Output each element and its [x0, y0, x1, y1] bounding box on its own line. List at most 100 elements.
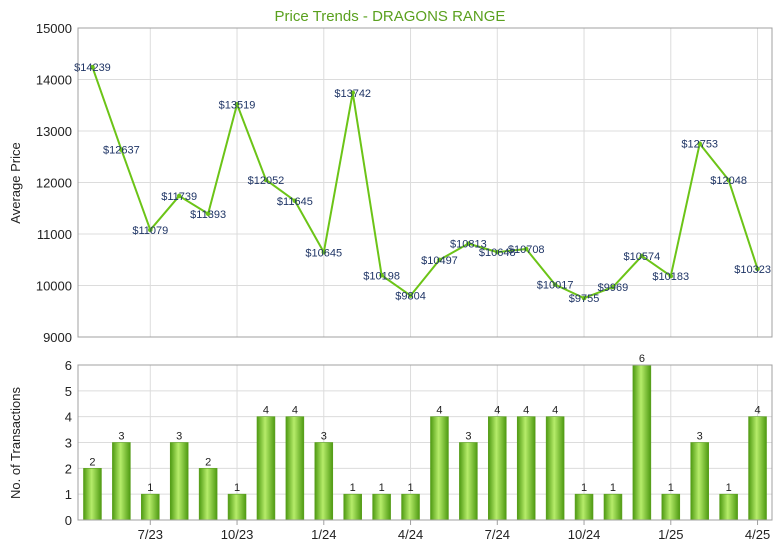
price-y-tick: 12000 [36, 176, 72, 191]
price-point [523, 246, 529, 252]
transaction-bar [401, 493, 420, 521]
price-point-label: $12637 [103, 145, 140, 157]
transaction-count-label: 1 [610, 482, 616, 494]
transaction-count-label: 4 [552, 405, 558, 417]
price-point-label: $13742 [334, 88, 371, 100]
transaction-count-label: 1 [668, 482, 674, 494]
transaction-bar [343, 493, 362, 521]
price-point [466, 241, 471, 246]
x-tick-label: 10/23 [221, 527, 254, 542]
chart-title: Price Trends - DRAGONS RANGE [275, 8, 506, 25]
transaction-bar [661, 493, 681, 521]
transaction-bar [112, 442, 131, 521]
transaction-bar [169, 442, 189, 521]
price-point [234, 101, 240, 107]
transaction-bar [83, 468, 102, 521]
price-point [494, 249, 500, 255]
transaction-bar [574, 493, 594, 521]
price-point [176, 193, 182, 199]
price-point [119, 147, 124, 152]
price-point-label: $10323 [734, 264, 771, 276]
transactions-y-tick: 1 [65, 487, 72, 502]
transaction-bar [430, 416, 449, 521]
transaction-count-label: 1 [407, 482, 413, 494]
price-point-label: $10198 [363, 270, 400, 282]
x-tick-label: 7/24 [485, 527, 510, 542]
price-point-label: $11645 [277, 196, 313, 208]
transactions-y-tick: 2 [65, 461, 72, 476]
price-point-label: $13519 [219, 99, 256, 111]
price-point [581, 295, 587, 301]
transaction-bar [198, 468, 218, 521]
price-point-label: $11393 [190, 209, 226, 221]
price-y-tick: 13000 [36, 124, 72, 139]
transaction-count-label: 3 [465, 431, 471, 443]
price-point-label: $9969 [598, 282, 629, 294]
transaction-bar [603, 493, 623, 521]
price-point-label: $10497 [421, 255, 458, 267]
transaction-count-label: 1 [350, 482, 356, 494]
transactions-y-tick: 4 [65, 410, 72, 425]
x-tick-label: 4/24 [398, 527, 423, 542]
x-tick-label: 7/23 [138, 527, 163, 542]
price-point [147, 227, 153, 233]
price-y-tick: 15000 [36, 21, 72, 36]
price-point-label: $10708 [508, 244, 545, 256]
price-axis-label: Average Price [8, 142, 23, 223]
transaction-bar [545, 416, 565, 521]
price-y-tick: 10000 [36, 279, 72, 294]
transactions-y-tick: 0 [65, 513, 72, 528]
price-y-tick: 14000 [36, 73, 72, 88]
x-tick-label: 1/24 [311, 527, 336, 542]
price-point [350, 90, 356, 96]
transactions-plot-frame [77, 364, 773, 521]
price-point-label: $14239 [74, 62, 111, 74]
price-point [205, 211, 211, 217]
transactions-y-tick: 3 [65, 436, 72, 451]
price-point [408, 293, 413, 298]
transactions-y-tick: 5 [65, 384, 72, 399]
price-point [610, 284, 616, 290]
transaction-bar [141, 493, 160, 521]
transaction-count-label: 6 [639, 353, 645, 365]
price-point-label: $9755 [569, 293, 600, 305]
transactions-grid: 0 1 2 3 4 5 6 7/23 10/23 1/24 4/24 7/24 10/24 1/25 4/2… [65, 358, 772, 542]
price-plot-frame [77, 27, 773, 338]
transaction-count-label: 4 [494, 405, 500, 417]
transaction-count-label: 2 [205, 456, 211, 468]
price-point-label: $12052 [248, 175, 285, 187]
transaction-count-label: 1 [147, 482, 153, 494]
transaction-count-label: 3 [118, 431, 124, 443]
price-point-label: $10017 [537, 280, 574, 292]
price-line [90, 64, 760, 301]
transaction-bar [459, 442, 478, 521]
price-point [292, 198, 298, 204]
price-point [379, 273, 384, 278]
transaction-count-label: 1 [726, 482, 732, 494]
price-point [639, 253, 645, 259]
transaction-bar [256, 416, 276, 521]
price-y-tick: 9000 [43, 330, 72, 345]
price-point [755, 266, 760, 272]
price-series-line [91, 66, 759, 300]
x-tick-label: 10/24 [568, 527, 601, 542]
transaction-count-label: 1 [234, 482, 240, 494]
price-point [552, 282, 558, 287]
transaction-count-label: 3 [697, 431, 703, 443]
price-point [321, 249, 327, 255]
transaction-bar [516, 416, 536, 521]
transaction-bar [690, 442, 709, 521]
transaction-count-label: 2 [89, 456, 95, 468]
transaction-count-label: 4 [436, 405, 442, 417]
transaction-bars [83, 364, 767, 521]
price-point-label: $12753 [681, 139, 718, 151]
price-point [668, 273, 674, 279]
transaction-count-label: 4 [292, 405, 298, 417]
transaction-bar [488, 416, 507, 521]
transaction-count-label: 1 [379, 482, 385, 494]
price-point-label: $11739 [161, 191, 197, 203]
price-point-label: $10645 [305, 247, 342, 259]
transaction-count-label: 1 [581, 482, 587, 494]
